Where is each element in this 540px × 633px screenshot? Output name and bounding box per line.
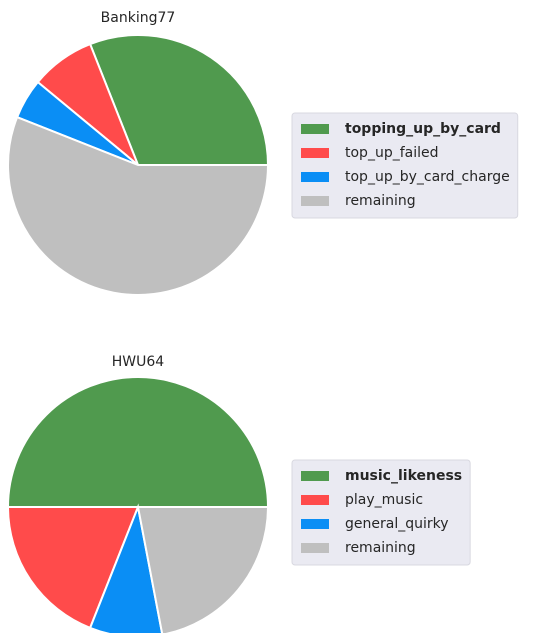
chart-title: Banking77 — [101, 10, 176, 26]
legend-swatch — [301, 495, 329, 505]
legend: music_likeness play_music general_quirkyre… — [291, 459, 471, 566]
legend-swatch — [301, 519, 329, 529]
legend-label: remaining — [345, 193, 416, 209]
legend-swatch — [301, 471, 329, 481]
pie-slice — [88, 503, 164, 633]
legend-swatch — [301, 124, 329, 134]
legend-swatch — [301, 172, 329, 182]
legend: topping_up_by_card top_up_failed top_up_by… — [291, 112, 519, 219]
legend-label: music_likeness — [345, 468, 462, 484]
pie-slice — [6, 376, 270, 508]
pie-slice — [7, 115, 270, 296]
legend-label: topping_up_by_card — [345, 121, 501, 137]
chart-title: HWU64 — [112, 354, 165, 370]
legend-box — [291, 459, 471, 566]
legend-label: play_music — [345, 492, 423, 508]
legend-label: general_quirky — [345, 516, 449, 532]
pie-slice — [6, 506, 140, 630]
legend-label: top_up_by_card_charge — [345, 169, 510, 185]
legend-swatch — [301, 196, 329, 206]
legend-box — [291, 112, 519, 219]
legend-swatch — [301, 148, 329, 158]
legend-label: top_up_failed — [345, 145, 439, 161]
pie-slice — [88, 34, 270, 166]
pie-slice — [136, 506, 270, 633]
legend-swatch — [301, 543, 329, 553]
legend-label: remaining — [345, 540, 416, 556]
